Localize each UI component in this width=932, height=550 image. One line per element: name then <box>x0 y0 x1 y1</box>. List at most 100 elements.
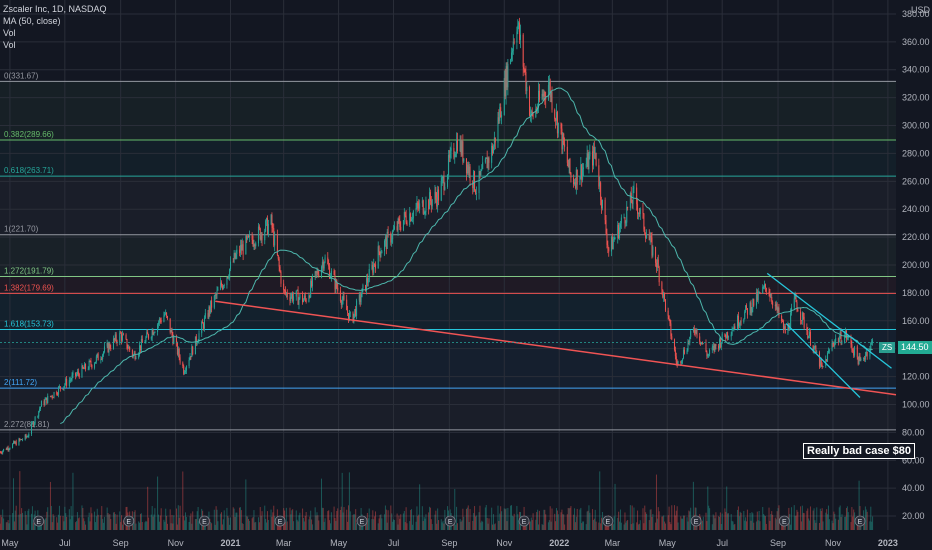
volume-bar <box>299 512 301 530</box>
volume-bar <box>343 507 345 530</box>
candle <box>242 244 244 255</box>
candle <box>782 320 784 322</box>
volume-bar <box>492 514 494 530</box>
candle <box>682 349 684 359</box>
candle <box>833 343 835 346</box>
candle <box>254 244 256 247</box>
candle <box>613 239 615 241</box>
volume-bar <box>393 519 395 530</box>
fib-band <box>0 388 896 430</box>
candle <box>775 303 777 307</box>
volume-bar <box>586 511 588 530</box>
candle <box>229 268 231 278</box>
candle <box>864 355 866 360</box>
candle <box>285 292 287 294</box>
candle <box>299 294 301 299</box>
earnings-icon-label: E <box>606 519 611 526</box>
volume-bar <box>355 509 357 530</box>
candle <box>709 349 711 355</box>
volume-bar <box>712 514 714 530</box>
volume-bar <box>297 521 299 530</box>
candle <box>378 246 380 252</box>
candle <box>372 265 374 273</box>
candle <box>692 328 694 332</box>
volume-bar <box>100 515 102 530</box>
candle <box>310 280 312 298</box>
ma-legend[interactable]: MA (50, close) <box>3 16 61 26</box>
volume-bar <box>318 520 320 530</box>
candle <box>172 335 174 344</box>
volume-bar <box>870 506 872 530</box>
candle <box>251 235 253 240</box>
candle <box>675 356 677 363</box>
candle <box>77 371 79 375</box>
volume-bar <box>185 512 187 530</box>
volume-bar <box>670 524 672 530</box>
volume-bar <box>689 511 691 530</box>
candle <box>425 200 427 212</box>
volume-bar <box>809 520 811 530</box>
volume-legend-2[interactable]: Vol <box>3 40 16 50</box>
time-tick: Jul <box>716 538 728 548</box>
volume-bar <box>311 524 313 530</box>
candle <box>175 337 177 343</box>
candle <box>556 112 558 134</box>
candle <box>26 436 28 438</box>
candle <box>184 371 186 374</box>
candle <box>286 292 288 298</box>
candle <box>422 200 424 214</box>
candle <box>706 351 708 357</box>
candle <box>103 351 105 355</box>
volume-bar <box>418 514 420 530</box>
earnings-icon-label: E <box>278 519 283 526</box>
candle <box>737 315 739 327</box>
candle <box>632 187 634 204</box>
volume-legend[interactable]: Vol <box>3 28 16 38</box>
volume-bar <box>592 520 594 530</box>
candle <box>302 299 304 303</box>
candle <box>214 294 216 296</box>
volume-bar <box>755 521 757 530</box>
volume-bar <box>14 510 16 530</box>
candle <box>273 228 275 246</box>
candle <box>91 364 93 368</box>
volume-bar <box>506 521 508 530</box>
candle <box>31 423 33 435</box>
fib-label: 1(221.70) <box>4 225 39 234</box>
volume-bar <box>152 516 154 530</box>
candle <box>607 244 609 248</box>
time-tick: 2022 <box>549 538 569 548</box>
candle <box>355 309 357 316</box>
candle <box>323 262 325 269</box>
volume-bar <box>858 480 860 530</box>
volume-bar <box>362 524 364 530</box>
candle <box>412 211 414 219</box>
volume-bar <box>285 507 287 530</box>
volume-bar <box>573 514 575 530</box>
candle <box>463 158 465 162</box>
candle <box>859 355 861 361</box>
volume-bar <box>655 522 657 530</box>
candle <box>166 316 168 319</box>
candle <box>671 336 673 340</box>
volume-bar <box>274 515 276 530</box>
fib-band <box>0 329 896 389</box>
volume-bar <box>65 513 67 530</box>
volume-bar <box>818 522 820 530</box>
candle <box>568 158 570 168</box>
annotation-note[interactable]: Really bad case $80 <box>803 443 915 459</box>
candle <box>466 164 468 174</box>
volume-bar <box>150 514 152 530</box>
volume-bar <box>279 524 281 530</box>
volume-bar <box>373 519 375 530</box>
candle <box>592 151 594 166</box>
candle <box>863 358 865 359</box>
volume-bar <box>542 524 544 530</box>
volume-bar <box>213 509 215 530</box>
volume-bar <box>286 521 288 530</box>
volume-bar <box>103 522 105 530</box>
candle <box>713 345 715 351</box>
volume-bar <box>164 521 166 530</box>
volume-bar <box>336 510 338 530</box>
